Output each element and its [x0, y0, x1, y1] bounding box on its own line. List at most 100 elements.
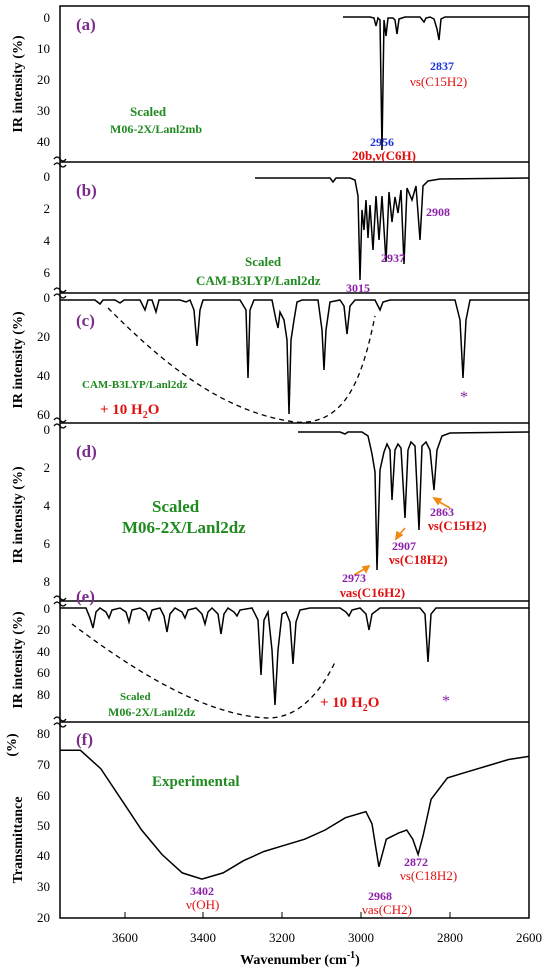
- spectrum-line-a: [343, 16, 529, 151]
- x-tick-label: 3600: [112, 930, 138, 945]
- svg-text:60: 60: [37, 788, 50, 803]
- svg-text:4: 4: [44, 233, 51, 248]
- panel-label-d: (d): [76, 442, 97, 461]
- panel-a: (a) 0 10 20 30 40 Scaled M06-2X/Lanl2mb …: [37, 10, 529, 163]
- panel-d: (d) 0 2 4 6 8 Scaled M06-2X/Lanl2dz 2863…: [44, 422, 530, 600]
- water-envelope-e: [71, 623, 337, 719]
- spectrum-line-d: [298, 431, 530, 571]
- y-ticks-f: 20 30 40 50 60 70 80: [37, 726, 50, 925]
- peak-wavenumber-d-2973: 2973: [342, 571, 366, 585]
- x-tick-label: 3200: [269, 930, 295, 945]
- method-label-e-2: M06-2X/Lanl2dz: [108, 705, 196, 719]
- svg-text:6: 6: [44, 536, 51, 551]
- panel-label-c: (c): [76, 311, 95, 330]
- svg-text:0: 0: [44, 290, 51, 305]
- spectrum-line-e: [60, 606, 529, 706]
- x-tick-label: 2600: [516, 930, 542, 945]
- svg-text:60: 60: [37, 665, 50, 680]
- svg-text:70: 70: [37, 757, 50, 772]
- x-tick-label: 2800: [437, 930, 463, 945]
- svg-text:20: 20: [37, 622, 50, 637]
- x-tick-label: 3400: [190, 930, 216, 945]
- peak-wavenumber-b-3015: 3015: [346, 281, 370, 295]
- plot-frame: [59, 5, 530, 919]
- y-axis-title-a: IR intensity (%): [11, 35, 26, 133]
- spectrum-line-b: [255, 177, 530, 281]
- peak-assignment-d-2973: νas(C16H2): [339, 585, 405, 600]
- y-axis-title-d: IR intensity (%): [11, 466, 26, 564]
- panel-label-f: (f): [76, 730, 93, 749]
- panel-b: (b) 0 2 4 6 Scaled CAM-B3LYP/Lanl2dz 290…: [44, 169, 530, 295]
- y-ticks-e: 0 20 40 60 80: [37, 601, 50, 702]
- svg-text:40: 40: [37, 368, 50, 383]
- peak-wavenumber-d-2907: 2907: [392, 539, 416, 553]
- water-label-e: + 10 H2O: [320, 695, 379, 714]
- svg-text:20: 20: [37, 329, 50, 344]
- peak-assignment-f-3402: ν(OH): [186, 897, 219, 912]
- svg-text:0: 0: [44, 10, 51, 25]
- peak-wavenumber-f-2968: 2968: [368, 889, 392, 903]
- panel-c: (c) 0 20 40 60 CAM-B3LYP/Lanl2dz + 10 H2…: [37, 290, 529, 423]
- svg-text:20: 20: [37, 72, 50, 87]
- peak-wavenumber-a-2956: 2956: [370, 135, 394, 149]
- svg-text:40: 40: [37, 848, 50, 863]
- method-label-a-1: Scaled: [130, 104, 167, 119]
- star-marker-e: *: [442, 693, 450, 710]
- svg-text:0: 0: [44, 422, 51, 437]
- y-ticks-c: 0 20 40 60: [37, 290, 50, 422]
- svg-text:0: 0: [44, 169, 51, 184]
- water-label-c: + 10 H2O: [100, 402, 159, 421]
- svg-text:40: 40: [37, 134, 50, 149]
- arrow-icon: [353, 496, 451, 576]
- method-label-a-2: M06-2X/Lanl2mb: [110, 122, 202, 136]
- peak-assignment-f-2968: νas(CH2): [362, 902, 412, 917]
- y-axis-title-bc: IR intensity (%): [11, 311, 26, 409]
- svg-text:4: 4: [44, 498, 51, 513]
- peak-assignment-a-2956: 20b,ν(C6H): [352, 148, 416, 163]
- method-label-d-1: Scaled: [152, 497, 200, 516]
- svg-text:0: 0: [44, 601, 51, 616]
- spectrum-line-f: [60, 749, 530, 880]
- y-axis-title-f-unit: (%): [5, 733, 20, 757]
- water-envelope-c: [107, 307, 376, 423]
- y-ticks-d: 0 2 4 6 8: [44, 422, 51, 589]
- svg-text:30: 30: [37, 103, 50, 118]
- svg-text:2: 2: [44, 201, 51, 216]
- method-label-b-2: CAM-B3LYP/Lanl2dz: [196, 273, 321, 288]
- method-label-f: Experimental: [152, 774, 240, 790]
- peak-wavenumber-f-2872: 2872: [404, 855, 428, 869]
- method-label-b-1: Scaled: [245, 254, 282, 269]
- peak-assignment-d-2863: νs(C15H2): [427, 518, 487, 533]
- star-marker-c: *: [460, 389, 468, 406]
- svg-text:10: 10: [37, 41, 50, 56]
- panel-label-a: (a): [76, 15, 96, 34]
- spectrum-line-c: [60, 298, 529, 415]
- svg-text:60: 60: [37, 407, 50, 422]
- svg-text:2: 2: [44, 460, 51, 475]
- svg-text:50: 50: [37, 818, 50, 833]
- peak-wavenumber-f-3402: 3402: [190, 884, 214, 898]
- svg-text:80: 80: [37, 726, 50, 741]
- peak-wavenumber-b-2908: 2908: [426, 205, 450, 219]
- peak-wavenumber-d-2863: 2863: [430, 505, 454, 519]
- y-ticks-a: 0 10 20 30 40: [37, 10, 50, 149]
- peak-assignment-d-2907: νs(C18H2): [388, 552, 448, 567]
- x-axis: 3600 3400 3200 3000 2800 2600 Wavenumber…: [112, 912, 542, 968]
- peak-wavenumber-b-2937: 2937: [381, 251, 405, 265]
- svg-text:40: 40: [37, 644, 50, 659]
- y-ticks-b: 0 2 4 6: [44, 169, 51, 280]
- peak-assignment-a-2837: νs(C15H2): [410, 74, 467, 89]
- y-axis-title-f: Transmittance: [11, 797, 26, 884]
- x-tick-label: 3000: [348, 930, 374, 945]
- svg-text:20: 20: [37, 910, 50, 925]
- peak-wavenumber-a-2837: 2837: [430, 59, 454, 73]
- panel-e: (e) 0 20 40 60 80 Scaled M06-2X/Lanl2dz …: [37, 587, 529, 719]
- panel-label-b: (b): [76, 181, 97, 200]
- y-axis-title-e: IR intensity (%): [11, 611, 26, 709]
- svg-text:80: 80: [37, 687, 50, 702]
- svg-text:8: 8: [44, 574, 51, 589]
- method-label-d-2: M06-2X/Lanl2dz: [122, 518, 246, 537]
- panel-label-e: (e): [76, 587, 95, 606]
